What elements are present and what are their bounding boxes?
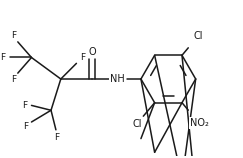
Text: F: F [0, 53, 6, 62]
Text: Cl: Cl [132, 119, 142, 129]
Text: NO₂: NO₂ [190, 118, 208, 128]
Text: NH: NH [110, 74, 125, 84]
Text: F: F [11, 31, 17, 40]
Text: F: F [11, 75, 17, 83]
Text: F: F [54, 133, 60, 142]
Text: F: F [80, 53, 85, 62]
Text: Cl: Cl [194, 31, 203, 41]
Text: F: F [22, 101, 27, 110]
Text: O: O [88, 47, 96, 57]
Text: F: F [23, 122, 28, 131]
